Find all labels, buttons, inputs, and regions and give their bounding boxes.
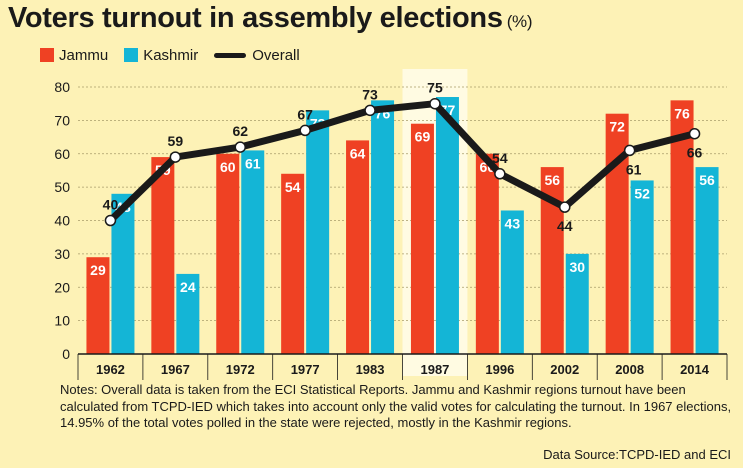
point-overall-1977 (299, 124, 311, 137)
bar-jammu-1983 (346, 140, 370, 354)
bar-jammu-2002 (540, 167, 564, 354)
x-tick-label-1962: 1962 (96, 362, 125, 377)
chart-title-unit: (%) (506, 12, 533, 31)
chart-notes: Notes: Overall data is taken from the EC… (60, 382, 732, 430)
chart-title-text: Voters turnout in assembly elections (8, 2, 503, 34)
bar-kashmir-1987 (435, 97, 459, 354)
bar-jammu-2008 (605, 113, 629, 354)
bar-label-jammu-1987: 69 (415, 129, 431, 145)
point-overall-1972 (234, 141, 246, 153)
point-label-overall-1987: 75 (427, 80, 443, 96)
x-tick-label-1996: 1996 (485, 362, 514, 377)
x-tick-label-2008: 2008 (615, 362, 644, 377)
point-label-overall-1977: 67 (297, 106, 313, 122)
y-tick-label-0: 0 (62, 346, 70, 362)
point-label-overall-1996: 54 (492, 150, 508, 166)
bar-kashmir-2014 (695, 167, 719, 354)
point-label-overall-2002: 44 (557, 218, 573, 234)
bar-kashmir-2002 (565, 253, 589, 354)
data-source: Data Source:TCPD-IED and ECI (543, 447, 731, 462)
chart-title: Voters turnout in assembly elections (%) (8, 2, 533, 35)
legend-item-jammu: Jammu (40, 47, 108, 64)
bar-label-jammu-1983: 64 (350, 145, 366, 161)
bar-jammu-1987 (410, 123, 434, 355)
point-overall-2002 (559, 201, 571, 213)
bar-label-kashmir-1967: 24 (180, 279, 196, 295)
bar-label-jammu-1977: 54 (285, 179, 301, 195)
x-tick-label-1977: 1977 (291, 362, 320, 377)
point-label-overall-1983: 73 (362, 86, 378, 102)
point-overall-1962 (104, 214, 117, 227)
bar-line-chart: 0 10 20 30 40 50 60 70 80 1962 1967 1972 1977 1983 198… (54, 69, 728, 380)
legend-swatch-jammu (40, 48, 54, 62)
bar-label-kashmir-2014: 56 (699, 172, 715, 188)
bar-kashmir-1977 (306, 110, 330, 354)
x-tick-label-2014: 2014 (680, 362, 710, 377)
bar-label-jammu-2014: 76 (674, 105, 690, 121)
legend-label-overall: Overall (252, 46, 300, 64)
y-tick-label-40: 40 (54, 213, 70, 229)
point-overall-1967 (169, 151, 182, 163)
bar-kashmir-1983 (371, 100, 395, 354)
bar-jammu-1962 (86, 257, 110, 354)
bar-kashmir-1962 (111, 193, 135, 354)
bar-jammu-1977 (281, 173, 305, 354)
bar-label-kashmir-1996: 43 (505, 215, 521, 231)
legend-swatch-kashmir (124, 48, 139, 62)
bar-label-jammu-2002: 56 (544, 172, 560, 188)
point-label-overall-1967: 59 (168, 133, 184, 149)
y-tick-label-80: 80 (54, 79, 70, 95)
bar-jammu-1996 (475, 153, 499, 354)
bar-jammu-1967 (151, 157, 175, 354)
bar-jammu-1972 (216, 153, 240, 354)
y-tick-label-10: 10 (54, 313, 70, 329)
line-overall (106, 100, 699, 224)
legend: Jammu Kashmir Overall (40, 45, 316, 65)
legend-label-kashmir: Kashmir (143, 46, 199, 64)
point-overall-2014 (688, 127, 701, 140)
y-tick-label-60: 60 (54, 146, 70, 162)
x-tick-label-1987: 1987 (420, 362, 449, 377)
point-label-overall-2008: 61 (626, 161, 642, 177)
x-tick-label-1967: 1967 (161, 362, 190, 377)
legend-item-overall: Overall (214, 47, 300, 64)
x-tick-label-2002: 2002 (550, 362, 579, 377)
x-tick-label-1972: 1972 (226, 362, 255, 377)
legend-label-jammu: Jammu (59, 46, 109, 64)
bar-kashmir-1967 (176, 273, 200, 354)
legend-swatch-overall (214, 52, 247, 58)
point-overall-1983 (364, 104, 376, 117)
bar-label-kashmir-2002: 30 (569, 259, 585, 275)
bar-kashmir-2008 (630, 180, 654, 354)
bar-label-jammu-2008: 72 (609, 119, 625, 135)
point-overall-1987 (429, 97, 441, 110)
bar-label-kashmir-2008: 52 (634, 185, 650, 201)
y-tick-label-30: 30 (54, 246, 70, 262)
bar-kashmir-1972 (241, 150, 265, 354)
bar-label-jammu-1972: 60 (220, 159, 236, 175)
x-tick-label-1983: 1983 (356, 362, 385, 377)
point-label-overall-1972: 62 (232, 123, 248, 139)
bar-label-kashmir-1972: 61 (245, 155, 261, 171)
y-tick-label-50: 50 (54, 179, 70, 195)
legend-item-kashmir: Kashmir (124, 47, 198, 64)
point-label-overall-2014: 66 (687, 145, 703, 161)
bar-kashmir-1996 (500, 210, 524, 354)
point-overall-1996 (494, 168, 506, 180)
y-tick-label-70: 70 (54, 112, 70, 128)
y-tick-label-20: 20 (54, 279, 70, 295)
bar-jammu-2014 (670, 100, 694, 354)
bar-label-jammu-1962: 29 (90, 262, 106, 278)
point-overall-2008 (623, 144, 636, 157)
point-label-overall-1962: 40 (103, 197, 119, 213)
